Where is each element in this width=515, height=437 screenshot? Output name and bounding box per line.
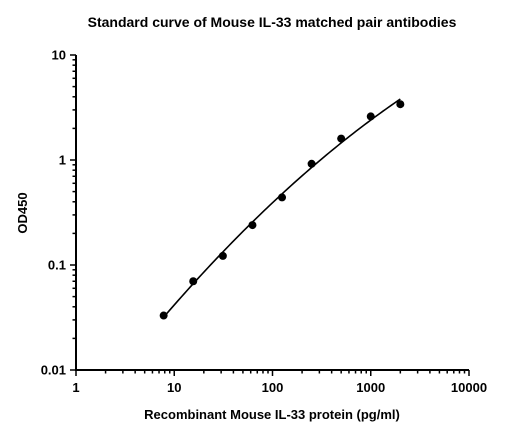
fit-curve-group	[163, 98, 401, 318]
fit-curve	[163, 98, 401, 318]
y-tick-label: 1	[59, 153, 66, 168]
data-point	[337, 134, 346, 143]
x-tick-label: 1	[72, 380, 79, 395]
chart-title: Standard curve of Mouse IL-33 matched pa…	[88, 14, 457, 30]
data-point	[307, 159, 316, 168]
data-point	[248, 221, 257, 230]
x-tick-label: 1000	[356, 380, 385, 395]
data-point	[396, 100, 405, 109]
x-tick-label: 10	[167, 380, 181, 395]
y-tick-label: 10	[52, 48, 66, 63]
data-point	[159, 311, 168, 320]
x-axis-label: Recombinant Mouse IL-33 protein (pg/ml)	[144, 407, 400, 422]
data-points	[159, 100, 405, 320]
y-axis-label: OD450	[15, 192, 30, 233]
data-point	[189, 277, 198, 286]
data-point	[218, 251, 227, 260]
data-point	[278, 193, 287, 202]
y-tick-label: 0.1	[48, 258, 66, 273]
data-point	[366, 112, 375, 121]
x-tick-label: 10000	[451, 380, 487, 395]
x-tick-label: 100	[262, 380, 284, 395]
axes: 1 10 100 1000 10000 0.01 0.1 1 10	[41, 48, 487, 396]
y-tick-label: 0.01	[41, 363, 66, 378]
